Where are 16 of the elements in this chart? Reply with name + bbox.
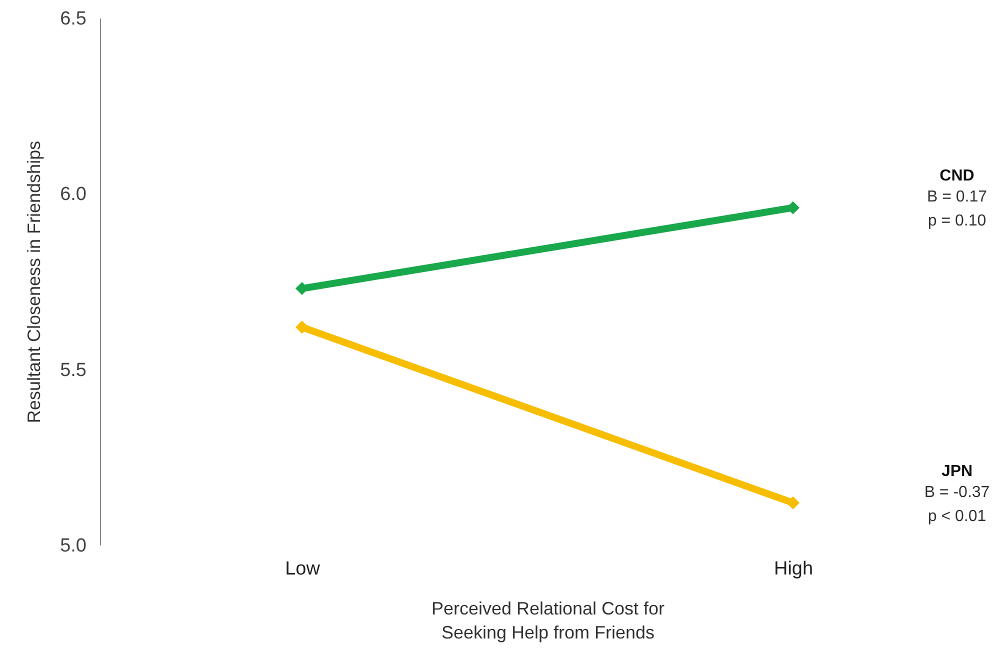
annotation: B = -0.37: [924, 484, 990, 501]
point: [786, 496, 800, 510]
y-tick-label: 6.0: [60, 184, 86, 206]
y-tick-label: 6.5: [60, 8, 86, 30]
annotation: B = 0.17: [926, 188, 988, 206]
annotation: p = 0.10: [928, 212, 986, 230]
text: CND: [940, 168, 974, 185]
x-tick-label: High: [774, 558, 814, 580]
point: [295, 320, 309, 334]
x-tick-label: Low: [285, 558, 320, 580]
x-axis-title: Perceived Relational Cost for Seeking Help from Friends: [431, 598, 665, 642]
y-axis-title: Resultant Closeness in Friendships: [24, 140, 44, 424]
y-tick-label: 5.0: [60, 536, 86, 556]
annotation: p < 0.01: [928, 508, 986, 525]
y-tick-label: 5.5: [60, 360, 86, 381]
text: JPN: [941, 462, 973, 480]
